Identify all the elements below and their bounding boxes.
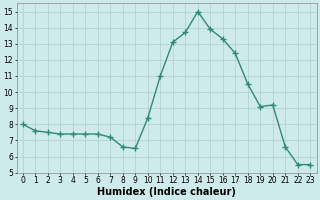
X-axis label: Humidex (Indice chaleur): Humidex (Indice chaleur) xyxy=(97,187,236,197)
